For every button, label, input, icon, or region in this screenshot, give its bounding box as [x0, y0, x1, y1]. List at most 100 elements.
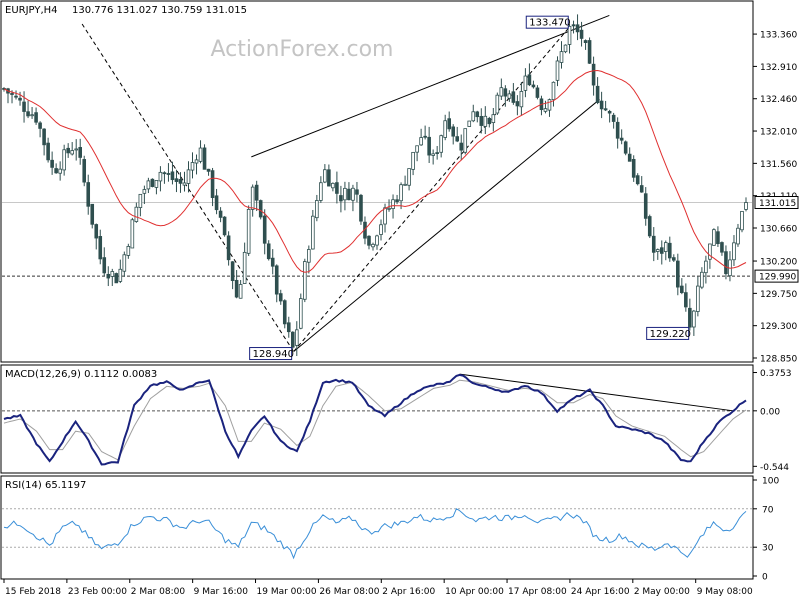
rsi-axis-label: 70	[762, 505, 774, 515]
candle-body	[278, 293, 283, 302]
price-axis-label: 130.200	[760, 258, 797, 268]
main-price-axis: 133.360132.910132.460132.010131.560131.1…	[753, 31, 799, 365]
price-axis-label: 130.660	[760, 225, 797, 235]
candle-body	[351, 187, 355, 201]
chart-header-ohlc: 130.776 131.027 130.759 131.015	[72, 5, 247, 16]
candle-body	[114, 273, 119, 284]
time-axis-label: 2 Mar 08:00	[131, 587, 186, 597]
macd-axis: 0.3753 0.00 -0.544	[753, 369, 792, 473]
macd-panel-border	[0, 364, 754, 474]
candle-body	[463, 128, 468, 153]
main-panel-border	[0, 0, 754, 363]
candle-body	[431, 153, 435, 156]
rsi-level-lines	[2, 508, 752, 548]
candle-body	[186, 169, 191, 184]
candle-body	[210, 170, 215, 198]
main-panel: ActionForex.com EURJPY,H4 130.776 131.02…	[0, 0, 754, 363]
candle-body	[667, 242, 672, 259]
candle-body	[134, 206, 139, 222]
candle-body	[274, 265, 279, 295]
candle-body	[724, 251, 728, 275]
candle-body	[663, 242, 668, 252]
rsi-line	[3, 508, 747, 560]
candle-body	[222, 216, 227, 236]
candle-body	[599, 100, 604, 110]
candle-body	[54, 168, 58, 174]
candle-body	[419, 137, 423, 146]
candle-body	[700, 271, 704, 288]
candle-body	[42, 128, 46, 146]
time-axis-label: 24 Apr 16:00	[571, 587, 630, 597]
candle-body	[395, 199, 399, 202]
price-axis-label: 131.560	[760, 160, 797, 170]
candle-body	[238, 284, 243, 299]
candle-body	[439, 135, 443, 153]
candlestick-series	[2, 14, 748, 356]
candle-body	[531, 84, 536, 88]
candle-body	[515, 101, 520, 107]
price-level-tag-box	[754, 196, 799, 210]
candle-body	[720, 242, 724, 253]
candle-body	[712, 229, 716, 246]
macd-axis-label: 0.3753	[760, 369, 792, 379]
price-axis-label: 132.910	[760, 63, 797, 73]
candle-body	[315, 200, 319, 219]
candle-body	[246, 208, 251, 254]
price-annotation-label: 133.470	[529, 18, 570, 29]
candle-body	[371, 243, 375, 248]
candle-body	[174, 178, 179, 182]
candle-body	[659, 247, 664, 254]
price-level-tag-box	[754, 269, 799, 283]
candle-body	[194, 159, 199, 164]
candle-body	[202, 147, 207, 170]
candle-body	[46, 142, 50, 161]
candle-body	[403, 183, 407, 186]
candle-body	[282, 300, 287, 325]
candle-body	[451, 126, 456, 137]
candle-body	[62, 149, 66, 171]
candle-body	[339, 195, 343, 202]
candle-body	[355, 189, 359, 195]
dashed-trendline	[293, 25, 571, 352]
time-axis-label: 10 Apr 00:00	[445, 587, 504, 597]
price-axis-label: 129.300	[760, 322, 797, 332]
candle-body	[571, 24, 576, 27]
time-axis-label: 2 May 00:00	[634, 587, 690, 597]
candle-body	[130, 219, 135, 249]
candle-body	[740, 210, 744, 231]
macd-title: MACD(12,26,9) 0.1112 0.0083	[5, 369, 157, 380]
candle-body	[583, 40, 588, 43]
candle-body	[102, 257, 107, 274]
price-annotations: 133.470 128.940 129.220	[249, 15, 691, 361]
candle-body	[166, 173, 171, 175]
candle-body	[651, 235, 656, 253]
price-axis-label: 132.460	[760, 95, 797, 105]
candle-body	[94, 224, 99, 239]
candle-body	[643, 193, 648, 219]
candle-body	[551, 81, 556, 101]
candle-body	[491, 114, 496, 123]
candle-body	[138, 193, 143, 208]
candle-body	[631, 158, 636, 178]
candle-body	[70, 150, 74, 155]
candle-body	[90, 203, 95, 225]
price-annotation-box	[249, 347, 293, 361]
candle-body	[607, 111, 612, 114]
candle-body	[298, 298, 303, 329]
candle-body	[110, 271, 115, 277]
candle-body	[543, 108, 548, 112]
watermark: ActionForex.com	[211, 37, 394, 62]
candle-body	[150, 178, 155, 187]
price-level-tag: 131.015	[759, 199, 796, 209]
candle-body	[78, 147, 83, 158]
candle-body	[303, 261, 307, 300]
candle-body	[375, 235, 379, 246]
candle-body	[34, 112, 38, 123]
candle-body	[399, 184, 403, 202]
candle-body	[487, 117, 492, 125]
candle-body	[66, 147, 70, 154]
candle-body	[563, 44, 568, 53]
dashed-trendline	[81, 23, 295, 352]
candle-body	[627, 153, 632, 162]
candle-body	[182, 182, 187, 186]
